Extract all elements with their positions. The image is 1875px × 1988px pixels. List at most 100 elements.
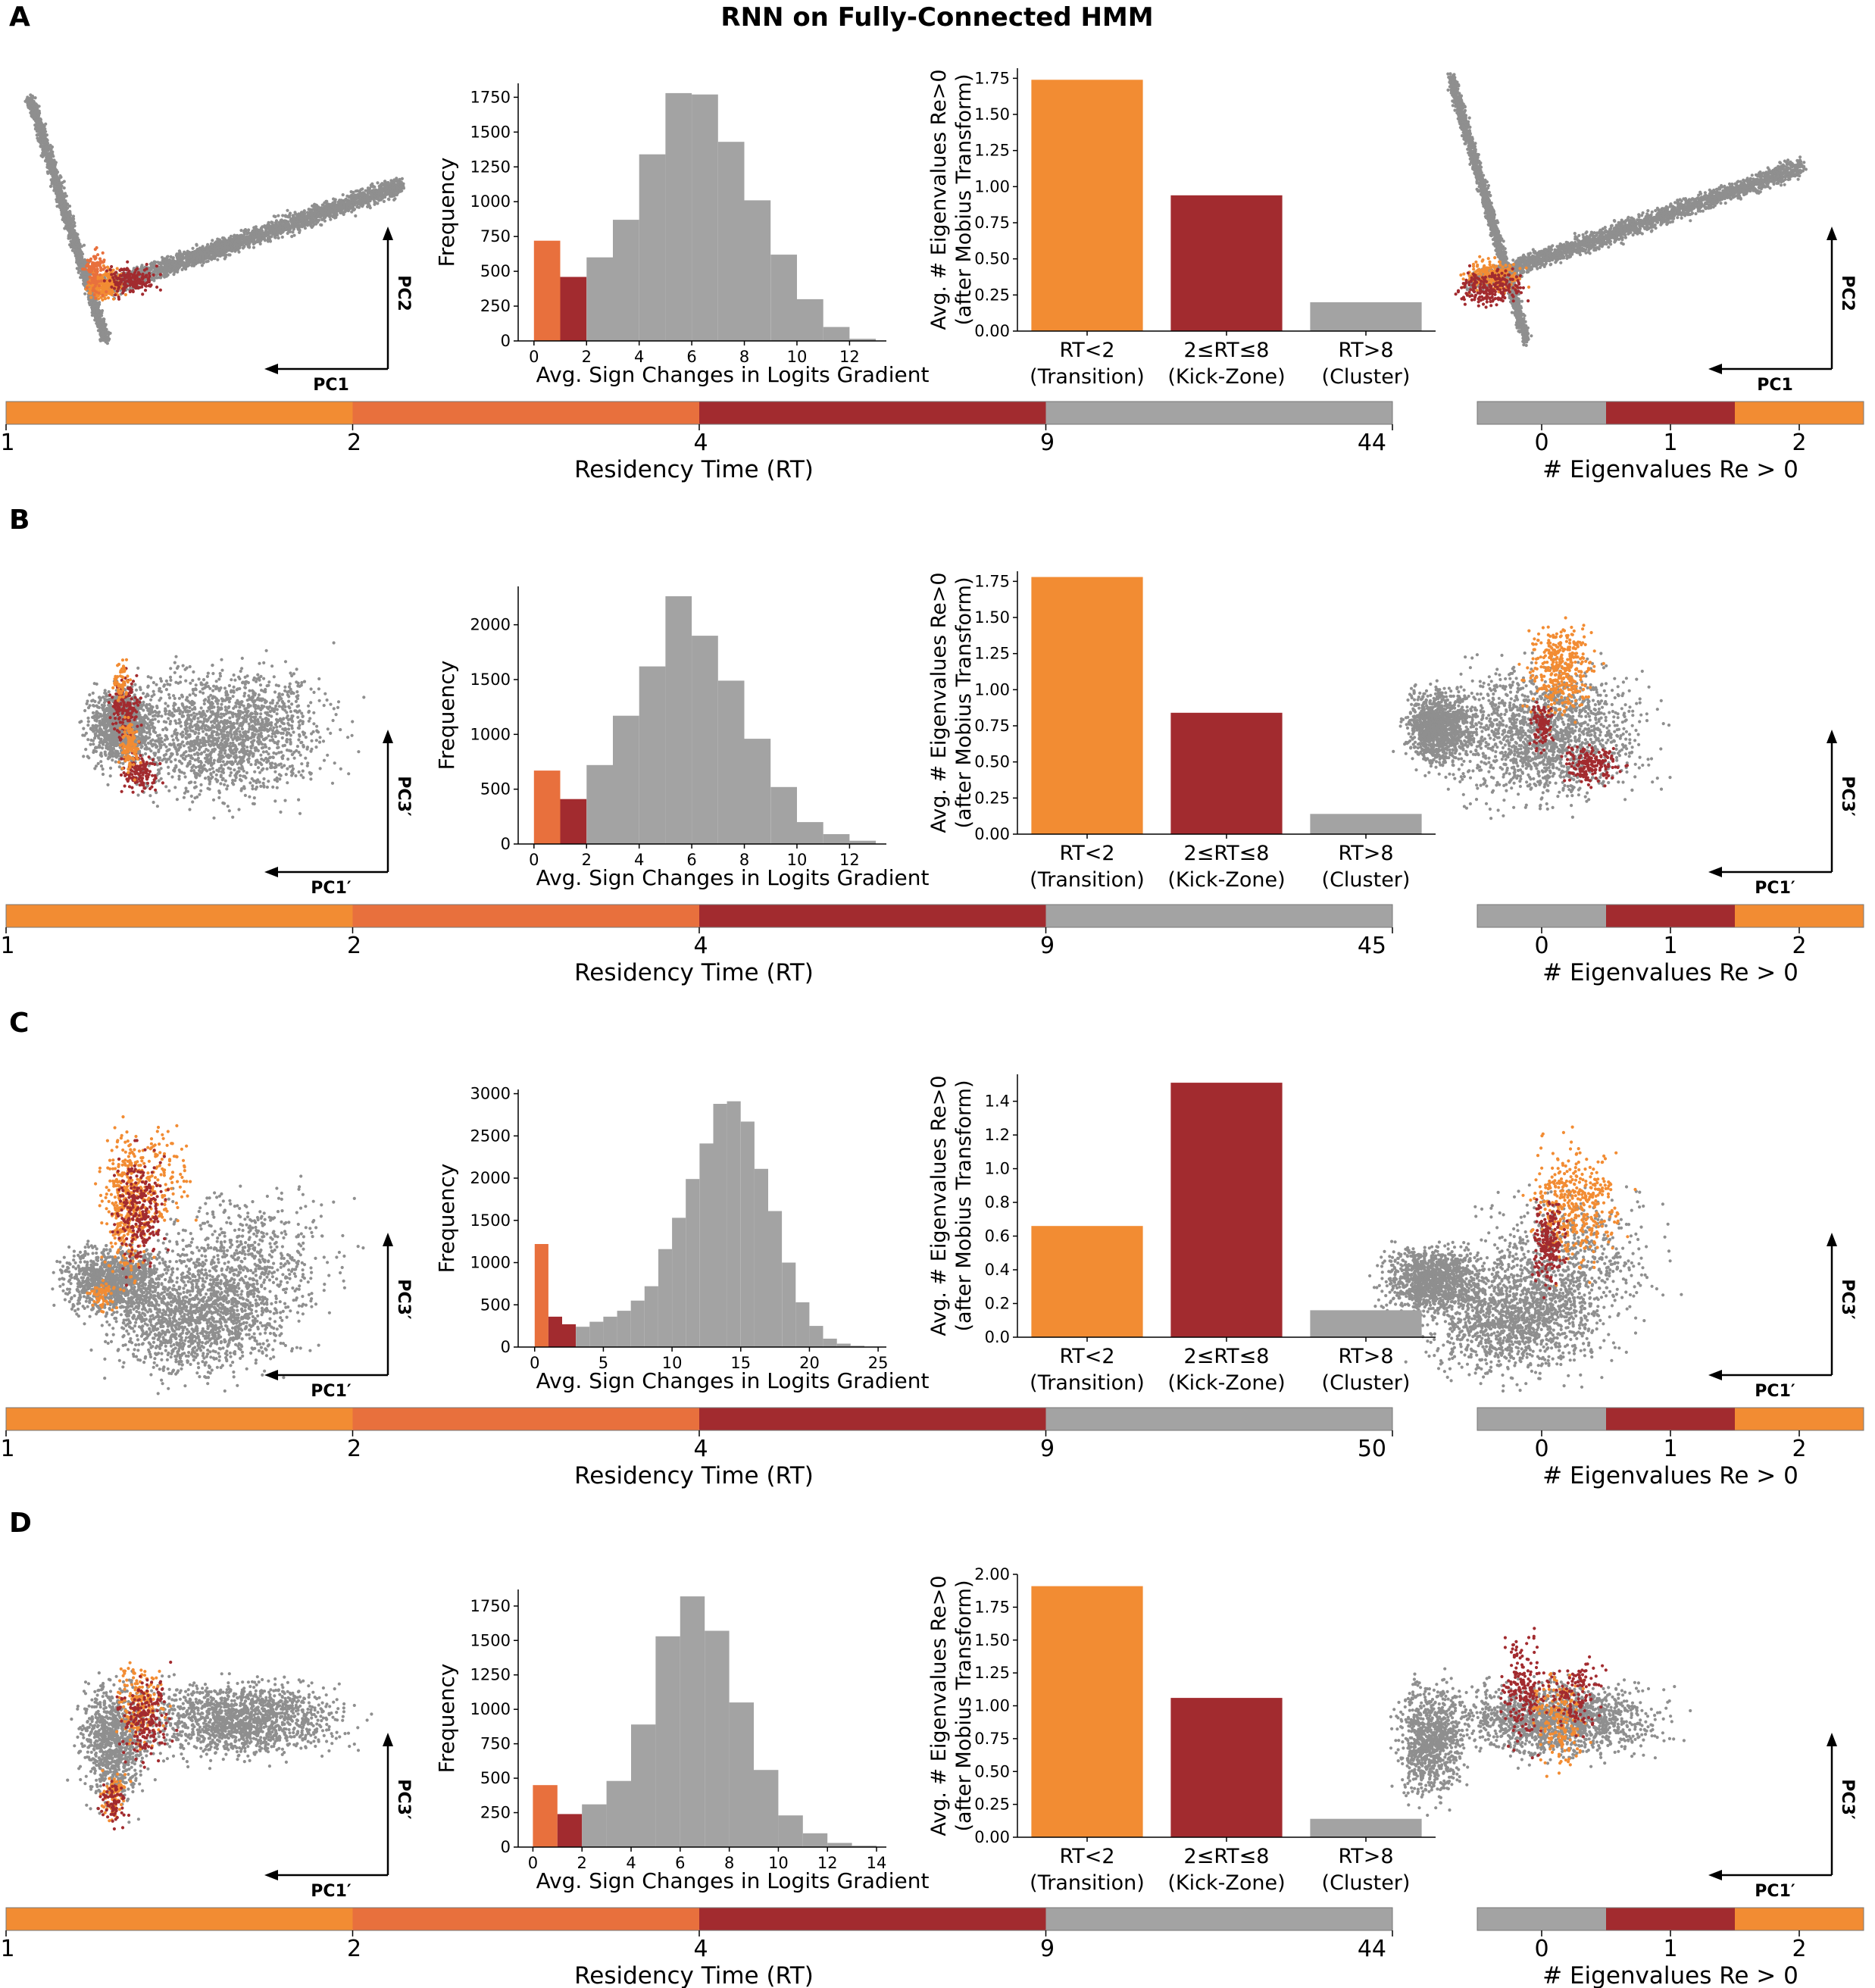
scatter-point <box>69 213 73 217</box>
scatter-point <box>66 217 70 221</box>
scatter-point <box>191 246 195 250</box>
scatter-point <box>44 149 48 153</box>
pc-y-arrowhead <box>383 227 393 240</box>
scatter-point <box>366 205 370 208</box>
scatter-point <box>330 202 333 206</box>
scatter-point <box>70 217 74 220</box>
scatter-point <box>103 327 107 331</box>
scatter-point <box>104 323 108 327</box>
scatter-point <box>100 276 104 280</box>
scatter-point <box>92 293 96 297</box>
scatter-point <box>352 190 355 195</box>
scatter-point <box>395 178 398 182</box>
scatter-point <box>89 275 92 280</box>
scatter-point <box>76 248 80 252</box>
scatter-point <box>208 247 212 251</box>
scatter-point <box>182 252 186 255</box>
scatter-point <box>43 139 47 142</box>
scatter-point <box>111 276 115 280</box>
scatter-point <box>182 257 186 261</box>
scatter-point <box>176 270 180 274</box>
scatter-point <box>99 286 103 290</box>
scatter-point <box>87 259 91 263</box>
scatter-point <box>41 138 45 142</box>
scatter-point <box>375 197 379 201</box>
scatter-point <box>211 253 215 257</box>
scatter-point <box>314 222 318 226</box>
scatter-point <box>54 161 58 164</box>
scatter-point <box>288 213 292 217</box>
scatter-point <box>209 242 213 245</box>
scatter-point <box>145 267 148 270</box>
scatter-point <box>398 188 402 192</box>
scatter-point <box>263 239 267 242</box>
scatter-point <box>341 193 345 197</box>
scatter-point <box>93 284 97 288</box>
scatter-point <box>395 185 398 189</box>
scatter-point <box>108 279 112 283</box>
scatter-point <box>103 297 108 301</box>
scatter-point <box>258 235 261 239</box>
scatter-point <box>285 223 289 227</box>
scatter-point <box>52 178 55 182</box>
scatter-point <box>143 289 148 292</box>
scatter-point <box>83 279 87 283</box>
scatter-point <box>155 264 158 268</box>
scatter-point <box>75 261 79 264</box>
scatter-point <box>46 162 50 166</box>
scatter-point <box>358 191 362 195</box>
scatter-point <box>123 286 127 289</box>
scatter-point <box>292 219 296 223</box>
scatter-point <box>367 202 370 205</box>
scatter-point <box>236 239 240 242</box>
scatter-point <box>217 239 221 243</box>
scatter-point <box>96 253 100 257</box>
scatter-point <box>284 214 288 218</box>
scatter-point <box>243 228 248 232</box>
scatter-point <box>105 272 108 276</box>
scatter-point <box>31 115 35 119</box>
scatter-point <box>45 170 49 173</box>
scatter-point <box>291 225 295 229</box>
scatter-point <box>67 236 70 240</box>
scatter-point <box>45 133 48 137</box>
scatter-point <box>177 249 181 253</box>
scatter-point <box>167 267 170 270</box>
scatter-point <box>62 186 66 190</box>
scatter-point <box>134 286 138 290</box>
scatter-point <box>95 267 99 271</box>
scatter-point <box>354 195 358 198</box>
scatter-point <box>170 262 174 266</box>
scatter-point <box>90 278 94 282</box>
scatter-point <box>161 258 164 262</box>
scatter-point <box>80 259 83 263</box>
scatter-point <box>134 268 138 272</box>
scatter-point <box>239 229 243 233</box>
scatter-point <box>226 239 230 243</box>
scatter-point <box>385 191 389 195</box>
scatter-point <box>50 167 54 171</box>
scatter-point <box>145 274 148 277</box>
scatter-point <box>48 147 52 151</box>
scatter-point <box>148 283 152 287</box>
scatter-point <box>370 184 373 188</box>
scatter-point <box>205 255 208 258</box>
scatter-point <box>260 231 264 235</box>
scatter-point <box>252 245 256 249</box>
scatter-point <box>177 264 180 268</box>
scatter-point <box>89 295 93 299</box>
figure-title: RNN on Fully-Connected HMM <box>720 2 1153 33</box>
scatter-point <box>132 275 136 279</box>
scatter-point <box>64 212 68 216</box>
scatter-point <box>92 311 96 314</box>
scatter-point <box>213 257 217 261</box>
scatter-point <box>88 302 92 305</box>
scatter-point <box>270 235 273 239</box>
scatter-point <box>29 93 33 97</box>
scatter-point <box>55 186 59 190</box>
scatter-point <box>152 273 155 277</box>
scatter-point <box>141 272 145 276</box>
scatter-point <box>158 288 162 292</box>
scatter-point <box>128 289 132 294</box>
scatter-point <box>132 281 136 285</box>
